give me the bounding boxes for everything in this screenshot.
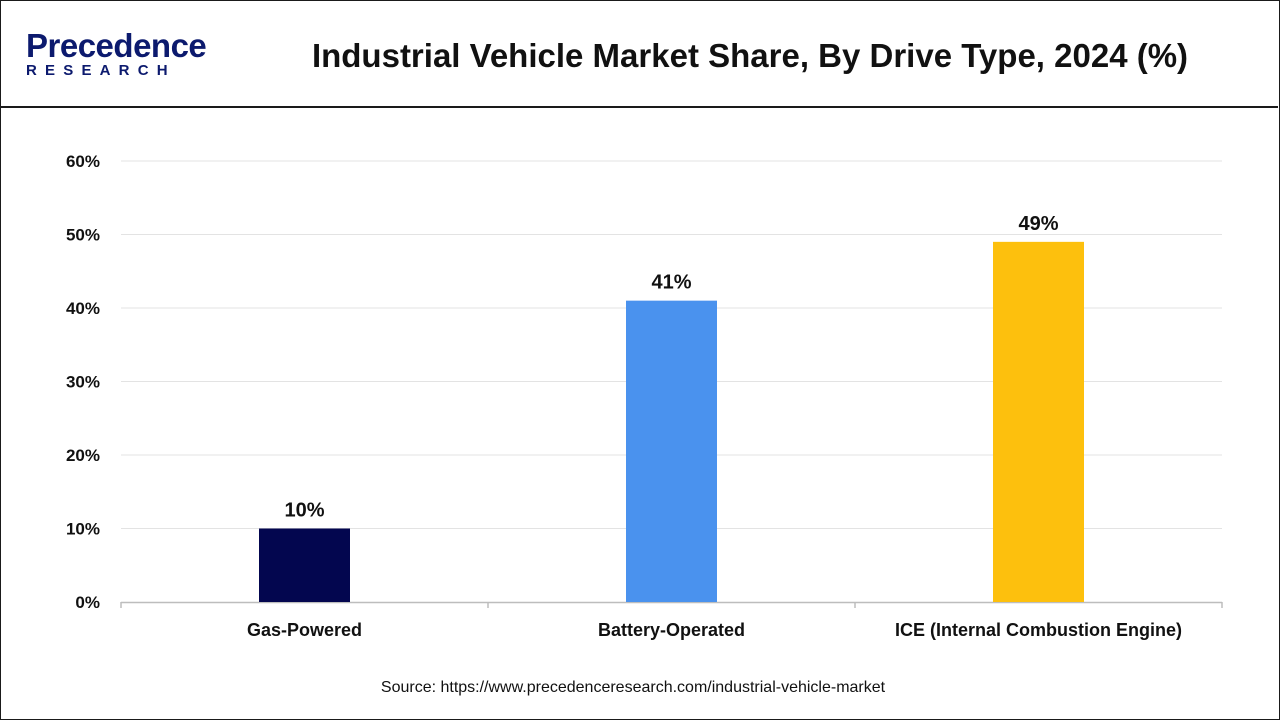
bar [626,300,717,602]
data-label: 10% [284,500,324,522]
y-tick-label: 60% [66,152,100,171]
logo-wordmark: Precedence [26,27,207,64]
x-tick-label: Battery-Operated [598,620,745,640]
data-label: 41% [651,272,691,294]
y-tick-label: 40% [66,299,100,318]
x-tick-label: ICE (Internal Combustion Engine) [895,620,1182,640]
y-tick-label: 0% [75,593,100,612]
bar [259,528,350,602]
x-tick-label: Gas-Powered [247,620,362,640]
header: Precedence RESEARCH Industrial Vehicle M… [0,0,1278,108]
y-tick-label: 10% [66,520,100,539]
y-tick-label: 30% [66,373,100,392]
y-tick-label: 50% [66,226,100,245]
source-note: Source: https://www.precedenceresearch.c… [380,679,886,696]
bar-chart: 0% 10% 20% 30% 40% 50% 60% 10% Gas-Powered 41% Bat… [66,152,1223,640]
y-tick-label: 20% [66,446,100,465]
logo: Precedence RESEARCH [22,28,212,84]
logo-subtitle: RESEARCH [26,62,176,79]
bar [993,241,1084,602]
data-label: 49% [1018,213,1058,235]
chart-title: Industrial Vehicle Market Share, By Driv… [311,37,1189,74]
